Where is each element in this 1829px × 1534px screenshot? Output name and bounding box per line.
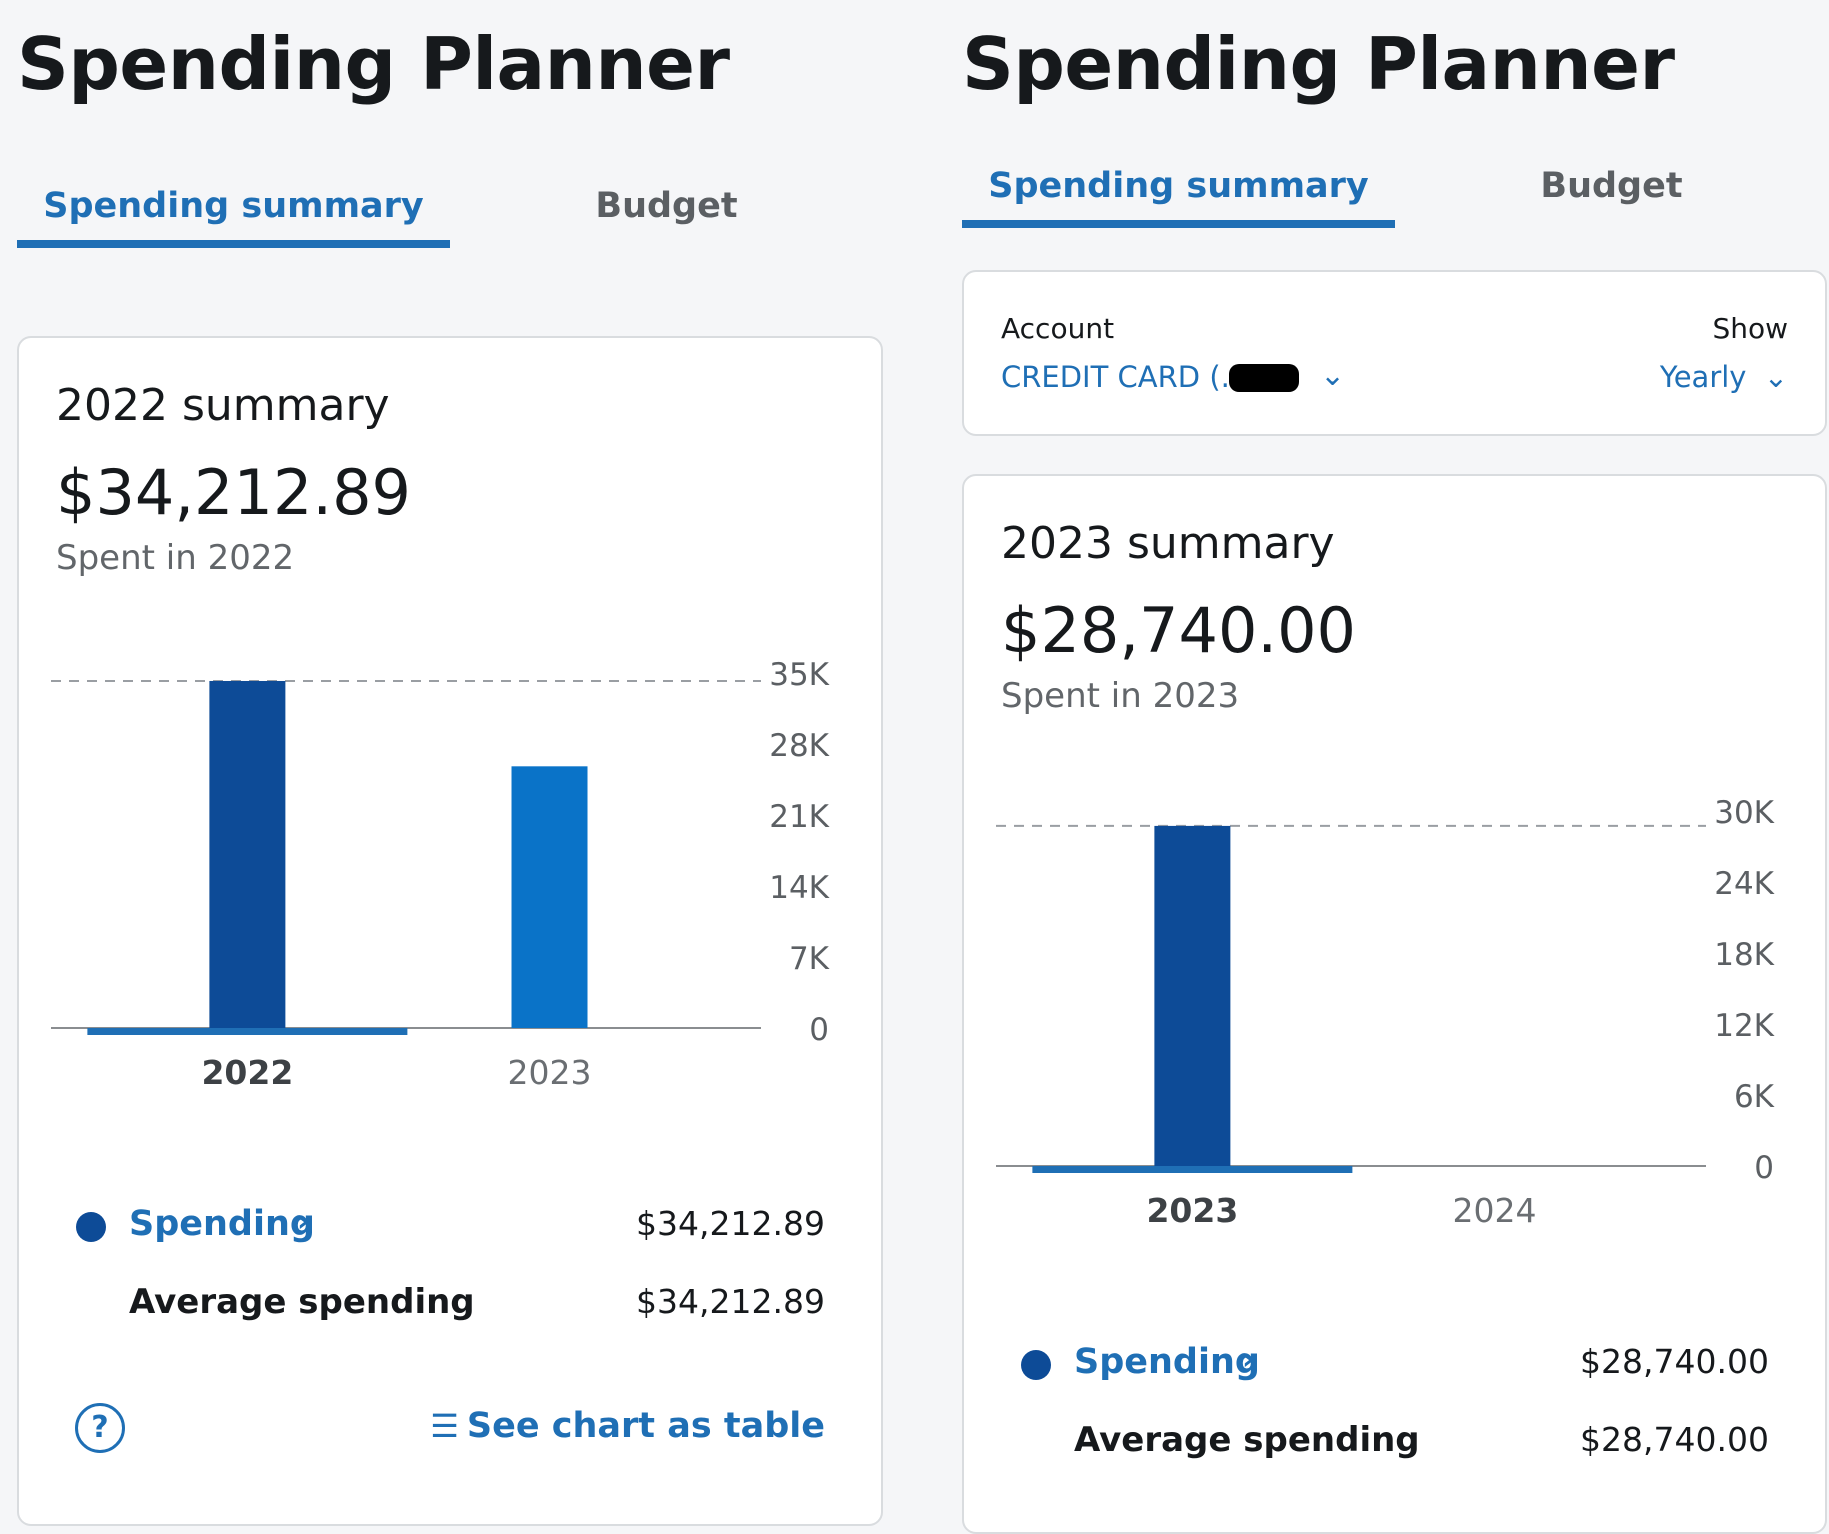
account-label: Account [1001,312,1115,345]
y-tick-label: 7K [789,941,830,977]
y-tick-label: 21K [769,799,829,835]
summary-card: 2022 summary $34,212.89 Spent in 2022 0 7… [17,336,883,1526]
spending-bar-chart: 0 6K 12K 18K 24K 30K 2023 2024 [996,796,1775,1230]
show-label: Show [1712,312,1788,345]
summary-subtitle: Spent in 2022 [56,538,295,578]
bar-2023 [511,766,588,1028]
x-tick-label: 2023 [508,1053,592,1092]
spending-value: $28,740.00 [1580,1342,1769,1381]
y-tick-label: 35K [769,658,829,693]
chevron-right-icon[interactable]: › [1242,1342,1255,1377]
y-tick-label: 30K [1714,796,1774,831]
tab-spending-summary[interactable]: Spending summary [43,186,424,226]
summary-amount: $28,740.00 [1001,594,1356,667]
bar-2023 [1154,825,1231,1166]
selected-indicator [87,1028,408,1035]
summary-card: 2023 summary $28,740.00 Spent in 2023 0 6… [962,474,1827,1534]
x-tick-label: 2022 [201,1053,293,1092]
average-spending-value: $34,212.89 [636,1282,825,1321]
chevron-down-icon: ⌄ [1763,360,1788,394]
right-panel: Spending Planner Spending summary Budget… [945,0,1829,1534]
spending-link[interactable]: Spending [129,1204,315,1244]
tab-spending-summary[interactable]: Spending summary [988,166,1369,206]
page-title: Spending Planner [962,22,1675,106]
tab-budget[interactable]: Budget [1540,166,1683,206]
y-tick-label: 24K [1714,866,1774,902]
spending-legend-dot [76,1212,106,1242]
account-value: CREDIT CARD (... [1001,360,1249,394]
see-chart-as-table-label: See chart as table [466,1406,825,1446]
spending-bar-chart: 0 7K 14K 21K 28K 35K 2022 2023 [51,658,830,1092]
active-tab-indicator [962,220,1395,228]
average-spending-label: Average spending [1074,1420,1420,1460]
account-dropdown[interactable]: CREDIT CARD (... [1001,360,1248,394]
y-tick-label: 0 [1754,1150,1774,1186]
y-tick-label: 14K [769,870,829,906]
filter-card: Account CREDIT CARD (... ⌄ Show Yearly ⌄ [962,270,1827,436]
list-icon: ☰ [430,1407,459,1445]
page-title: Spending Planner [17,22,730,106]
selected-indicator [1032,1166,1353,1173]
see-chart-as-table-link[interactable]: ☰ See chart as table [430,1406,825,1446]
summary-title: 2023 summary [1001,518,1335,569]
show-value: Yearly [1659,360,1747,394]
x-tick-label: 2024 [1453,1191,1537,1230]
x-tick-label: 2023 [1146,1191,1238,1230]
average-spending-label: Average spending [129,1282,475,1322]
chevron-down-icon[interactable]: ⌄ [1320,358,1346,393]
spending-value: $34,212.89 [636,1204,825,1243]
summary-amount: $34,212.89 [56,456,411,529]
bar-2022 [209,680,286,1028]
y-tick-label: 18K [1714,937,1774,973]
spending-legend-dot [1021,1350,1051,1380]
summary-subtitle: Spent in 2023 [1001,676,1240,716]
average-spending-value: $28,740.00 [1580,1420,1769,1459]
tab-budget[interactable]: Budget [595,186,738,226]
summary-title: 2022 summary [56,380,390,431]
y-tick-label: 28K [769,728,829,764]
show-dropdown[interactable]: Yearly ⌄ [1660,360,1788,394]
redacted-mark [1229,364,1299,392]
help-icon[interactable]: ? [75,1403,125,1453]
left-panel: Spending Planner Spending summary Budget… [17,22,883,1526]
y-tick-label: 12K [1714,1008,1774,1044]
chevron-right-icon[interactable]: › [297,1204,310,1239]
spending-link[interactable]: Spending [1074,1342,1260,1382]
y-tick-label: 6K [1734,1079,1775,1115]
active-tab-indicator [17,240,450,248]
y-tick-label: 0 [809,1012,829,1048]
